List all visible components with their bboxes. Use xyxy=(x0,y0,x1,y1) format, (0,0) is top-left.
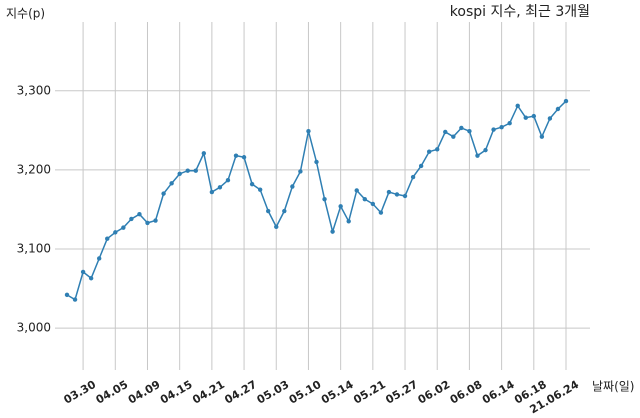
point xyxy=(394,192,400,197)
point xyxy=(499,124,504,130)
point xyxy=(266,208,271,214)
point xyxy=(362,196,367,202)
point xyxy=(241,155,247,160)
point xyxy=(555,106,561,112)
x-tick-label: 04.05 xyxy=(94,378,131,407)
x-tick-label: 03.30 xyxy=(61,378,98,407)
point xyxy=(507,121,512,126)
point xyxy=(563,98,569,104)
point xyxy=(72,297,78,302)
point xyxy=(96,256,102,261)
point xyxy=(201,151,207,156)
point xyxy=(217,185,223,190)
x-tick-label: 05.21 xyxy=(351,378,388,407)
x-tick-label: 04.15 xyxy=(158,378,195,407)
x-tick-label: 06.08 xyxy=(448,378,485,407)
point xyxy=(314,159,319,165)
y-tick-label: 3,000 xyxy=(17,321,51,335)
x-tick-label: 05.27 xyxy=(383,378,420,407)
point xyxy=(306,128,311,134)
point xyxy=(80,269,86,275)
point xyxy=(161,191,166,196)
x-tick-label: 04.27 xyxy=(222,378,259,407)
point xyxy=(113,230,118,235)
point xyxy=(274,224,279,230)
y-tick-label: 3,100 xyxy=(17,241,51,255)
point xyxy=(185,168,190,173)
x-axis-label: 날짜(일) xyxy=(592,380,634,394)
point xyxy=(193,168,198,173)
point xyxy=(169,181,174,186)
x-tick-label: 06.14 xyxy=(480,378,517,407)
point xyxy=(451,134,456,139)
point xyxy=(137,211,142,217)
y-tick-label: 3,300 xyxy=(17,83,51,97)
point xyxy=(88,276,94,281)
line xyxy=(66,100,567,301)
point xyxy=(145,220,150,226)
point xyxy=(257,187,263,192)
point xyxy=(459,125,464,131)
point xyxy=(418,163,424,169)
point xyxy=(402,193,408,199)
point xyxy=(523,115,528,120)
point xyxy=(467,128,472,134)
chart-title: kospi 지수, 최근 3개월 xyxy=(450,4,590,20)
x-tick-label: 05.14 xyxy=(319,378,356,407)
point xyxy=(354,188,359,193)
point xyxy=(209,189,215,195)
point xyxy=(64,292,70,298)
point xyxy=(322,196,327,202)
point xyxy=(249,181,255,187)
point xyxy=(547,116,553,121)
point xyxy=(233,153,239,158)
point xyxy=(298,169,303,174)
point xyxy=(346,219,351,224)
point xyxy=(121,225,126,230)
point xyxy=(435,147,440,152)
point xyxy=(378,210,384,215)
point xyxy=(153,218,158,223)
point xyxy=(531,113,537,119)
point xyxy=(475,153,480,158)
point xyxy=(177,171,182,177)
x-tick-label: 04.21 xyxy=(190,378,227,407)
point xyxy=(515,103,520,109)
x-tick-label: 06.02 xyxy=(416,378,453,407)
point xyxy=(282,208,287,214)
point xyxy=(491,127,496,132)
x-tick-label: 05.10 xyxy=(287,378,324,407)
point xyxy=(129,216,134,222)
point xyxy=(426,149,432,154)
point xyxy=(330,229,335,234)
point xyxy=(483,147,488,153)
point xyxy=(443,129,448,135)
point xyxy=(386,189,392,195)
point xyxy=(370,201,376,207)
x-tick-label: 04.09 xyxy=(126,378,163,407)
point xyxy=(410,174,416,180)
point xyxy=(539,134,545,139)
point xyxy=(290,184,295,189)
y-axis-label: 지수(p) xyxy=(6,7,45,21)
y-tick-label: 3,200 xyxy=(17,162,51,176)
point xyxy=(338,204,343,209)
point xyxy=(105,236,110,241)
x-tick-label: 05.03 xyxy=(255,378,292,407)
point xyxy=(225,177,231,183)
